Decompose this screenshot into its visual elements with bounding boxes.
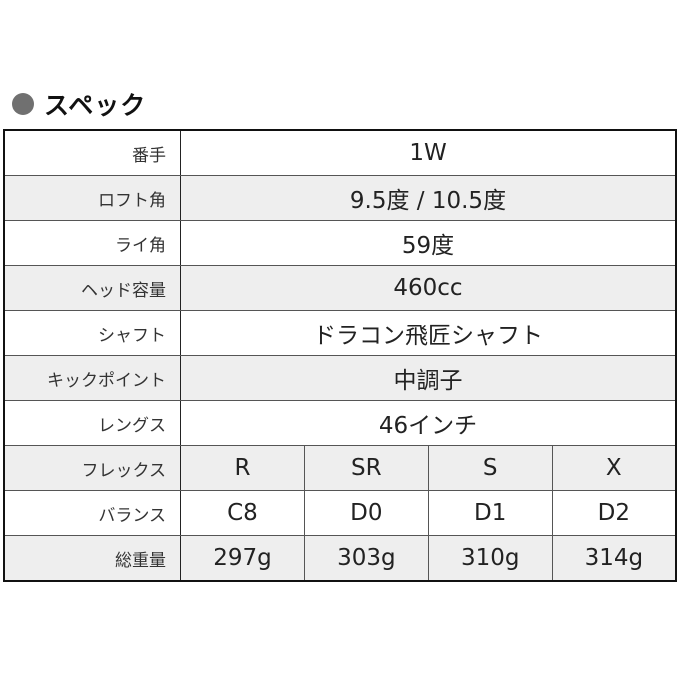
row-value: SR	[303, 445, 429, 491]
table-row: レングス 46インチ	[3, 400, 677, 446]
table-row: 総重量 297g 303g 310g 314g	[3, 535, 677, 582]
row-value: R	[180, 445, 305, 491]
row-value: 314g	[551, 535, 677, 582]
row-value: C8	[180, 490, 305, 536]
row-label: ロフト角	[3, 175, 181, 221]
table-row: ヘッド容量 460cc	[3, 265, 677, 311]
table-row: 番手 1W	[3, 129, 677, 176]
row-label: ヘッド容量	[3, 265, 181, 311]
table-row: バランス C8 D0 D1 D2	[3, 490, 677, 536]
row-value: 310g	[427, 535, 553, 582]
row-label: 総重量	[3, 535, 181, 582]
table-row: キックポイント 中調子	[3, 355, 677, 401]
row-value: D1	[427, 490, 553, 536]
section-title-text: スペック	[44, 91, 147, 120]
row-value: 9.5度 / 10.5度	[180, 175, 677, 221]
table-row: ライ角 59度	[3, 220, 677, 266]
row-value: D0	[303, 490, 429, 536]
circle-bullet-icon	[12, 93, 34, 115]
row-value: 中調子	[180, 355, 677, 401]
row-value: 1W	[180, 129, 677, 176]
row-value: 59度	[180, 220, 677, 266]
table-row: ロフト角 9.5度 / 10.5度	[3, 175, 677, 221]
row-value: X	[551, 445, 677, 491]
row-value: 460cc	[180, 265, 677, 311]
row-label: フレックス	[3, 445, 181, 491]
row-value: 297g	[180, 535, 305, 582]
row-label: ライ角	[3, 220, 181, 266]
row-label: キックポイント	[3, 355, 181, 401]
table-row: フレックス R SR S X	[3, 445, 677, 491]
row-label: レングス	[3, 400, 181, 446]
row-value: S	[427, 445, 553, 491]
row-label: 番手	[3, 129, 181, 176]
table-row: シャフト ドラコン飛匠シャフト	[3, 310, 677, 356]
row-value: D2	[551, 490, 677, 536]
spec-table: 番手 1W ロフト角 9.5度 / 10.5度 ライ角 59度 ヘッド容量 460cc シャフト…	[3, 129, 677, 582]
row-label: シャフト	[3, 310, 181, 356]
row-value: 46インチ	[180, 400, 677, 446]
row-value: 303g	[303, 535, 429, 582]
row-value: ドラコン飛匠シャフト	[180, 310, 677, 356]
section-title: スペック	[12, 88, 146, 120]
row-label: バランス	[3, 490, 181, 536]
